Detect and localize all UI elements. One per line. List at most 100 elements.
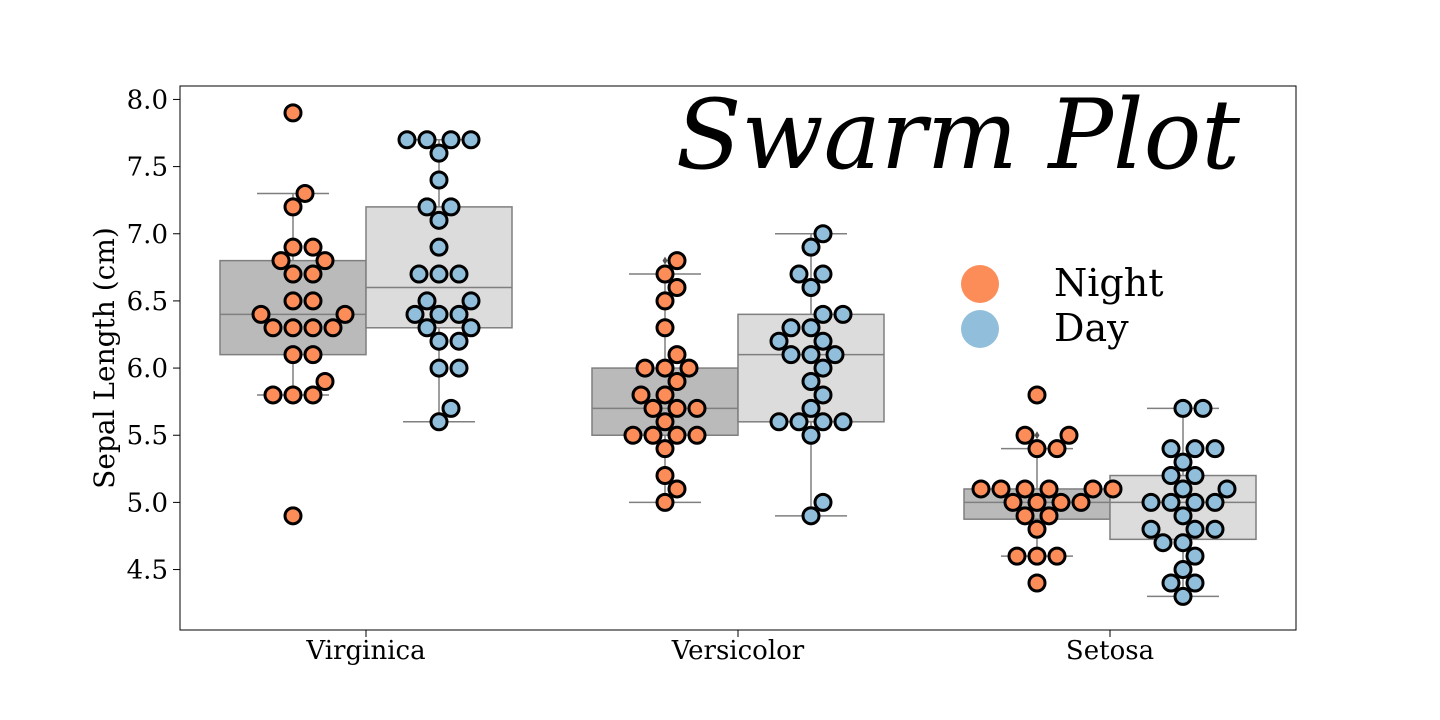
point-day-virginica <box>405 304 425 324</box>
y-tick-label: 6.0 <box>127 354 168 384</box>
point-night-versicolor <box>667 479 687 499</box>
y-axis-label: Sepal Length (cm) <box>88 227 121 489</box>
point-night-versicolor <box>667 345 687 365</box>
point-night-versicolor <box>667 425 687 445</box>
point-day-versicolor <box>813 385 833 405</box>
point-day-versicolor <box>825 345 845 365</box>
point-night-virginica <box>303 385 323 405</box>
point-night-virginica <box>283 506 303 526</box>
y-tick-label: 5.5 <box>127 421 168 451</box>
point-day-setosa <box>1185 439 1205 459</box>
point-night-virginica <box>303 237 323 257</box>
point-day-virginica <box>429 331 449 351</box>
point-day-versicolor <box>801 506 821 526</box>
point-night-versicolor <box>655 358 675 378</box>
point-day-setosa <box>1173 560 1193 580</box>
point-night-versicolor <box>655 492 675 512</box>
point-night-virginica <box>303 318 323 338</box>
point-day-versicolor <box>813 492 833 512</box>
point-day-setosa <box>1173 452 1193 472</box>
point-day-versicolor <box>813 412 833 432</box>
point-night-setosa <box>991 479 1011 499</box>
x-tick-label-versicolor: Versicolor <box>671 636 805 666</box>
point-night-versicolor <box>687 425 707 445</box>
point-night-setosa <box>1015 506 1035 526</box>
point-day-setosa <box>1173 586 1193 606</box>
plot-area <box>219 103 1257 606</box>
point-night-setosa <box>1059 425 1079 445</box>
point-day-setosa <box>1173 398 1193 418</box>
point-day-setosa <box>1161 573 1181 593</box>
point-night-setosa <box>1027 385 1047 405</box>
point-night-virginica <box>303 291 323 311</box>
point-day-versicolor <box>769 412 789 432</box>
point-day-setosa <box>1185 519 1205 539</box>
point-day-setosa <box>1185 573 1205 593</box>
point-day-virginica <box>429 412 449 432</box>
point-day-setosa <box>1173 506 1193 526</box>
point-night-setosa <box>1027 492 1047 512</box>
point-day-virginica <box>441 130 461 150</box>
point-night-setosa <box>1051 492 1071 512</box>
point-day-setosa <box>1205 439 1225 459</box>
point-day-virginica <box>429 210 449 230</box>
legend-label-night: Night <box>1054 261 1163 305</box>
point-day-virginica <box>441 398 461 418</box>
point-day-versicolor <box>813 264 833 284</box>
point-day-virginica <box>417 197 437 217</box>
point-night-versicolor <box>631 385 651 405</box>
box-night-setosa-outlier <box>1034 431 1040 440</box>
point-night-virginica <box>283 103 303 123</box>
point-night-virginica <box>315 251 335 271</box>
point-day-virginica <box>461 318 481 338</box>
point-night-versicolor <box>655 439 675 459</box>
point-day-virginica <box>461 130 481 150</box>
point-night-setosa <box>1027 519 1047 539</box>
point-day-virginica <box>449 358 469 378</box>
point-day-versicolor <box>781 318 801 338</box>
point-night-versicolor <box>643 398 663 418</box>
point-day-virginica <box>417 291 437 311</box>
point-night-setosa <box>1083 479 1103 499</box>
point-day-versicolor <box>769 331 789 351</box>
point-night-versicolor <box>655 264 675 284</box>
point-day-setosa <box>1141 519 1161 539</box>
point-night-setosa <box>1027 546 1047 566</box>
point-day-setosa <box>1153 533 1173 553</box>
point-day-versicolor <box>801 277 821 297</box>
point-night-virginica <box>283 237 303 257</box>
point-day-setosa <box>1185 546 1205 566</box>
point-day-setosa <box>1217 479 1237 499</box>
y-tick-label: 5.0 <box>127 488 168 518</box>
point-night-versicolor <box>667 372 687 392</box>
y-tick-label: 7.5 <box>127 153 168 183</box>
point-day-virginica <box>429 264 449 284</box>
point-night-virginica <box>283 264 303 284</box>
point-night-versicolor <box>667 277 687 297</box>
point-day-virginica <box>429 304 449 324</box>
point-day-versicolor <box>801 398 821 418</box>
point-day-versicolor <box>813 358 833 378</box>
point-night-virginica <box>283 345 303 365</box>
point-day-setosa <box>1161 466 1181 486</box>
point-day-setosa <box>1161 492 1181 512</box>
point-day-virginica <box>429 237 449 257</box>
y-tick-label: 4.5 <box>127 556 168 586</box>
y-tick-label: 8.0 <box>127 85 168 115</box>
point-night-virginica <box>315 372 335 392</box>
point-day-setosa <box>1205 492 1225 512</box>
point-day-setosa <box>1205 519 1225 539</box>
legend-swatch-day <box>961 310 999 348</box>
point-day-versicolor <box>801 237 821 257</box>
point-day-versicolor <box>801 425 821 445</box>
point-day-virginica <box>461 291 481 311</box>
point-day-virginica <box>449 331 469 351</box>
point-day-virginica <box>449 264 469 284</box>
point-night-virginica <box>251 304 271 324</box>
point-night-virginica <box>295 183 315 203</box>
point-night-virginica <box>283 291 303 311</box>
point-day-setosa <box>1185 492 1205 512</box>
point-night-setosa <box>1071 492 1091 512</box>
point-day-versicolor <box>813 304 833 324</box>
chart-title: Swarm Plot <box>676 79 1241 191</box>
